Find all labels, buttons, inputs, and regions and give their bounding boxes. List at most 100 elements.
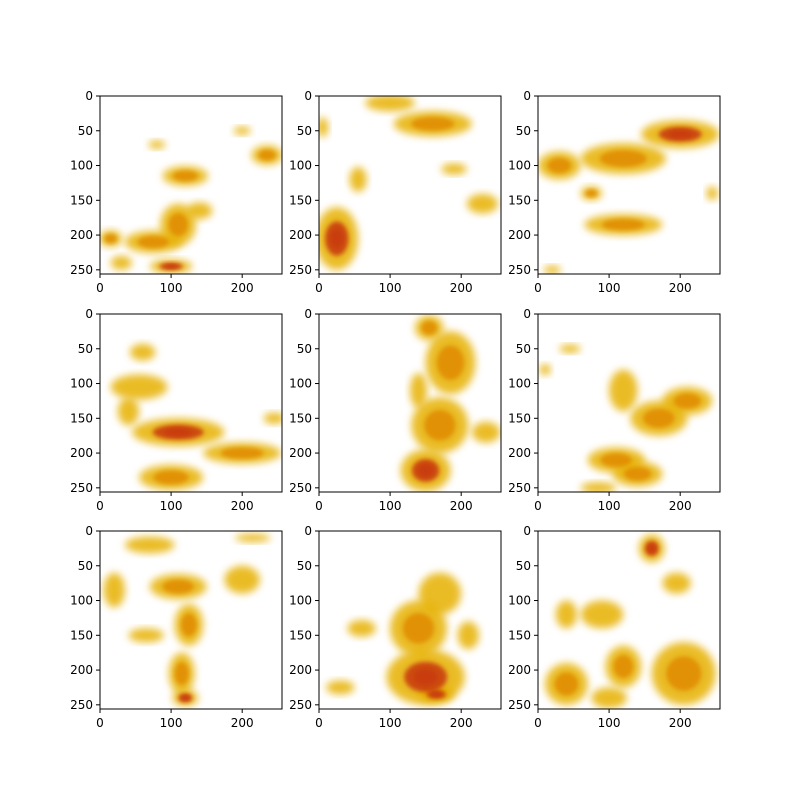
echo-cell (559, 344, 581, 353)
echo-core (666, 656, 702, 691)
x-tick-label: 0 (534, 499, 542, 513)
panel-2: 0 100 200 0 50 100 150 200 250 (289, 89, 502, 295)
echo-peak (418, 464, 434, 477)
echo-cell (110, 255, 132, 270)
echo-cell (224, 565, 260, 594)
y-tick-label: 200 (70, 228, 93, 242)
y-tick-label: 250 (289, 263, 312, 277)
echo-cell (580, 600, 624, 629)
panel-frame (99, 313, 283, 493)
echo-image (110, 343, 282, 490)
y-tick-label: 150 (289, 628, 312, 642)
echo-core (424, 409, 456, 441)
panel-7: 0 100 200 0 50 100 150 200 250 (70, 524, 283, 730)
x-tick-label: 200 (669, 716, 692, 730)
y-tick-label: 200 (508, 663, 531, 677)
y-tick-label: 100 (508, 377, 531, 391)
y-tick-label: 0 (85, 307, 93, 321)
x-tick-label: 100 (160, 716, 183, 730)
x-tick-label: 200 (450, 716, 473, 730)
echo-cell (555, 600, 578, 629)
echo-cell (124, 536, 175, 554)
echo-cell (319, 117, 329, 138)
echo-cell (539, 364, 551, 376)
y-tick-label: 0 (523, 89, 531, 103)
x-tick-label: 100 (598, 716, 621, 730)
x-tick-label: 200 (669, 281, 692, 295)
y-tick-label: 50 (78, 559, 93, 573)
y-tick-label: 250 (508, 698, 531, 712)
y-tick-label: 0 (304, 307, 312, 321)
y-tick-label: 200 (508, 446, 531, 460)
echo-cell (148, 140, 166, 149)
x-tick-label: 200 (450, 499, 473, 513)
echo-core (585, 189, 598, 198)
echo-core (174, 662, 189, 686)
echo-cell (706, 186, 718, 201)
echo-core (168, 213, 188, 237)
echo-cell (662, 572, 691, 594)
echo-image (103, 533, 271, 707)
echo-cell (466, 194, 499, 214)
echo-core (220, 447, 264, 459)
y-tick-label: 100 (289, 594, 312, 608)
echo-core (162, 579, 194, 594)
echo-core (172, 170, 198, 182)
echo-core (153, 470, 189, 485)
x-tick-label: 200 (669, 499, 692, 513)
panel-frame (318, 95, 502, 275)
y-tick-label: 200 (289, 663, 312, 677)
y-tick-label: 200 (70, 663, 93, 677)
echo-cell (347, 620, 376, 637)
echo-core (411, 116, 455, 131)
y-tick-label: 200 (289, 228, 312, 242)
echo-cell (128, 628, 164, 643)
echo-core (547, 157, 572, 174)
x-tick-label: 200 (450, 281, 473, 295)
echo-peak (181, 695, 190, 701)
y-tick-label: 250 (70, 263, 93, 277)
y-tick-label: 250 (508, 481, 531, 495)
echo-core (613, 655, 634, 679)
panel-3: 0 100 200 0 50 100 150 200 250 (508, 89, 721, 295)
echo-cell (441, 163, 467, 175)
echo-peak (413, 668, 438, 686)
panel-frame (318, 530, 502, 710)
echo-cell (235, 533, 271, 543)
echo-core (554, 672, 579, 696)
echo-cell (129, 343, 156, 361)
y-tick-label: 0 (85, 89, 93, 103)
y-tick-label: 150 (70, 411, 93, 425)
echo-core (137, 235, 169, 249)
echo-core (104, 233, 117, 244)
panel-8: 0 100 200 0 50 100 150 200 250 (289, 524, 502, 730)
y-tick-label: 0 (304, 89, 312, 103)
echo-image (326, 572, 479, 705)
y-tick-label: 50 (78, 342, 93, 356)
echo-cell (186, 202, 213, 220)
y-tick-label: 150 (508, 193, 531, 207)
echo-cell (591, 687, 627, 709)
echo-core (673, 393, 701, 409)
y-tick-label: 250 (508, 263, 531, 277)
panel-4: 0 100 200 0 50 100 150 200 250 (70, 307, 283, 513)
echo-core (421, 321, 438, 335)
y-tick-label: 150 (508, 411, 531, 425)
echo-cell (471, 421, 501, 443)
y-tick-label: 150 (289, 193, 312, 207)
y-tick-label: 0 (85, 524, 93, 538)
echo-cell (410, 373, 428, 408)
x-tick-label: 100 (379, 281, 402, 295)
echo-core (643, 408, 675, 428)
echo-cell (609, 369, 638, 412)
echo-peak (164, 428, 193, 437)
x-tick-label: 0 (96, 281, 104, 295)
y-tick-label: 50 (516, 124, 531, 138)
y-tick-label: 100 (289, 159, 312, 173)
x-tick-label: 0 (534, 281, 542, 295)
echo-image (100, 126, 282, 274)
x-tick-label: 100 (598, 281, 621, 295)
y-tick-label: 100 (70, 377, 93, 391)
y-tick-label: 200 (289, 446, 312, 460)
